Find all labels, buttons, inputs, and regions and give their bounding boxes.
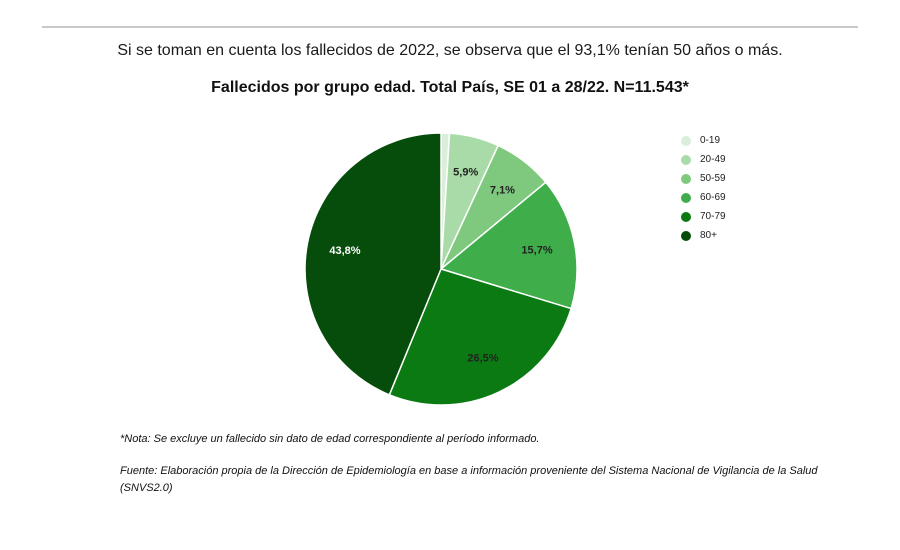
data-label-70-79: 26,5% <box>467 352 498 364</box>
pie-slice-80+ <box>304 132 442 396</box>
legend-item-20-49: 20-49 <box>681 150 726 169</box>
source-note: Fuente: Elaboración propia de la Direcci… <box>120 465 818 494</box>
legend-item-0-19: 0-19 <box>681 131 726 150</box>
chart-legend: 0-19 20-49 50-59 60-69 70-79 80+ <box>681 131 726 245</box>
chart-title: Fallecidos por grupo edad. Total País, S… <box>211 79 689 96</box>
legend-item-50-59: 50-59 <box>681 169 726 188</box>
legend-swatch <box>681 211 691 222</box>
data-label-50-59: 7,1% <box>490 184 515 196</box>
legend-label: 60-69 <box>700 192 726 203</box>
legend-label: 70-79 <box>700 211 726 222</box>
data-label-60-69: 15,7% <box>521 245 552 257</box>
legend-swatch <box>681 173 691 184</box>
legend-label: 50-59 <box>700 173 726 184</box>
legend-swatch <box>681 230 691 241</box>
legend-swatch <box>681 154 691 165</box>
data-label-80+: 43,8% <box>329 245 360 257</box>
legend-item-70-79: 70-79 <box>681 207 726 226</box>
pie-slice-60-69 <box>439 181 578 310</box>
legend-item-60-69: 60-69 <box>681 188 726 207</box>
legend-label: 0-19 <box>700 135 721 146</box>
legend-swatch <box>681 135 691 146</box>
legend-label: 80+ <box>700 230 717 241</box>
data-label-20-49: 5,9% <box>453 166 478 178</box>
legend-label: 20-49 <box>700 154 726 165</box>
legend-item-80+: 80+ <box>681 226 726 245</box>
intro-text: Si se toman en cuenta los fallecidos de … <box>117 42 783 59</box>
footnote: *Nota: Se excluye un fallecido sin dato … <box>120 433 540 445</box>
legend-swatch <box>681 192 691 203</box>
top-divider <box>42 26 858 28</box>
pie-slice-70-79 <box>388 268 573 406</box>
